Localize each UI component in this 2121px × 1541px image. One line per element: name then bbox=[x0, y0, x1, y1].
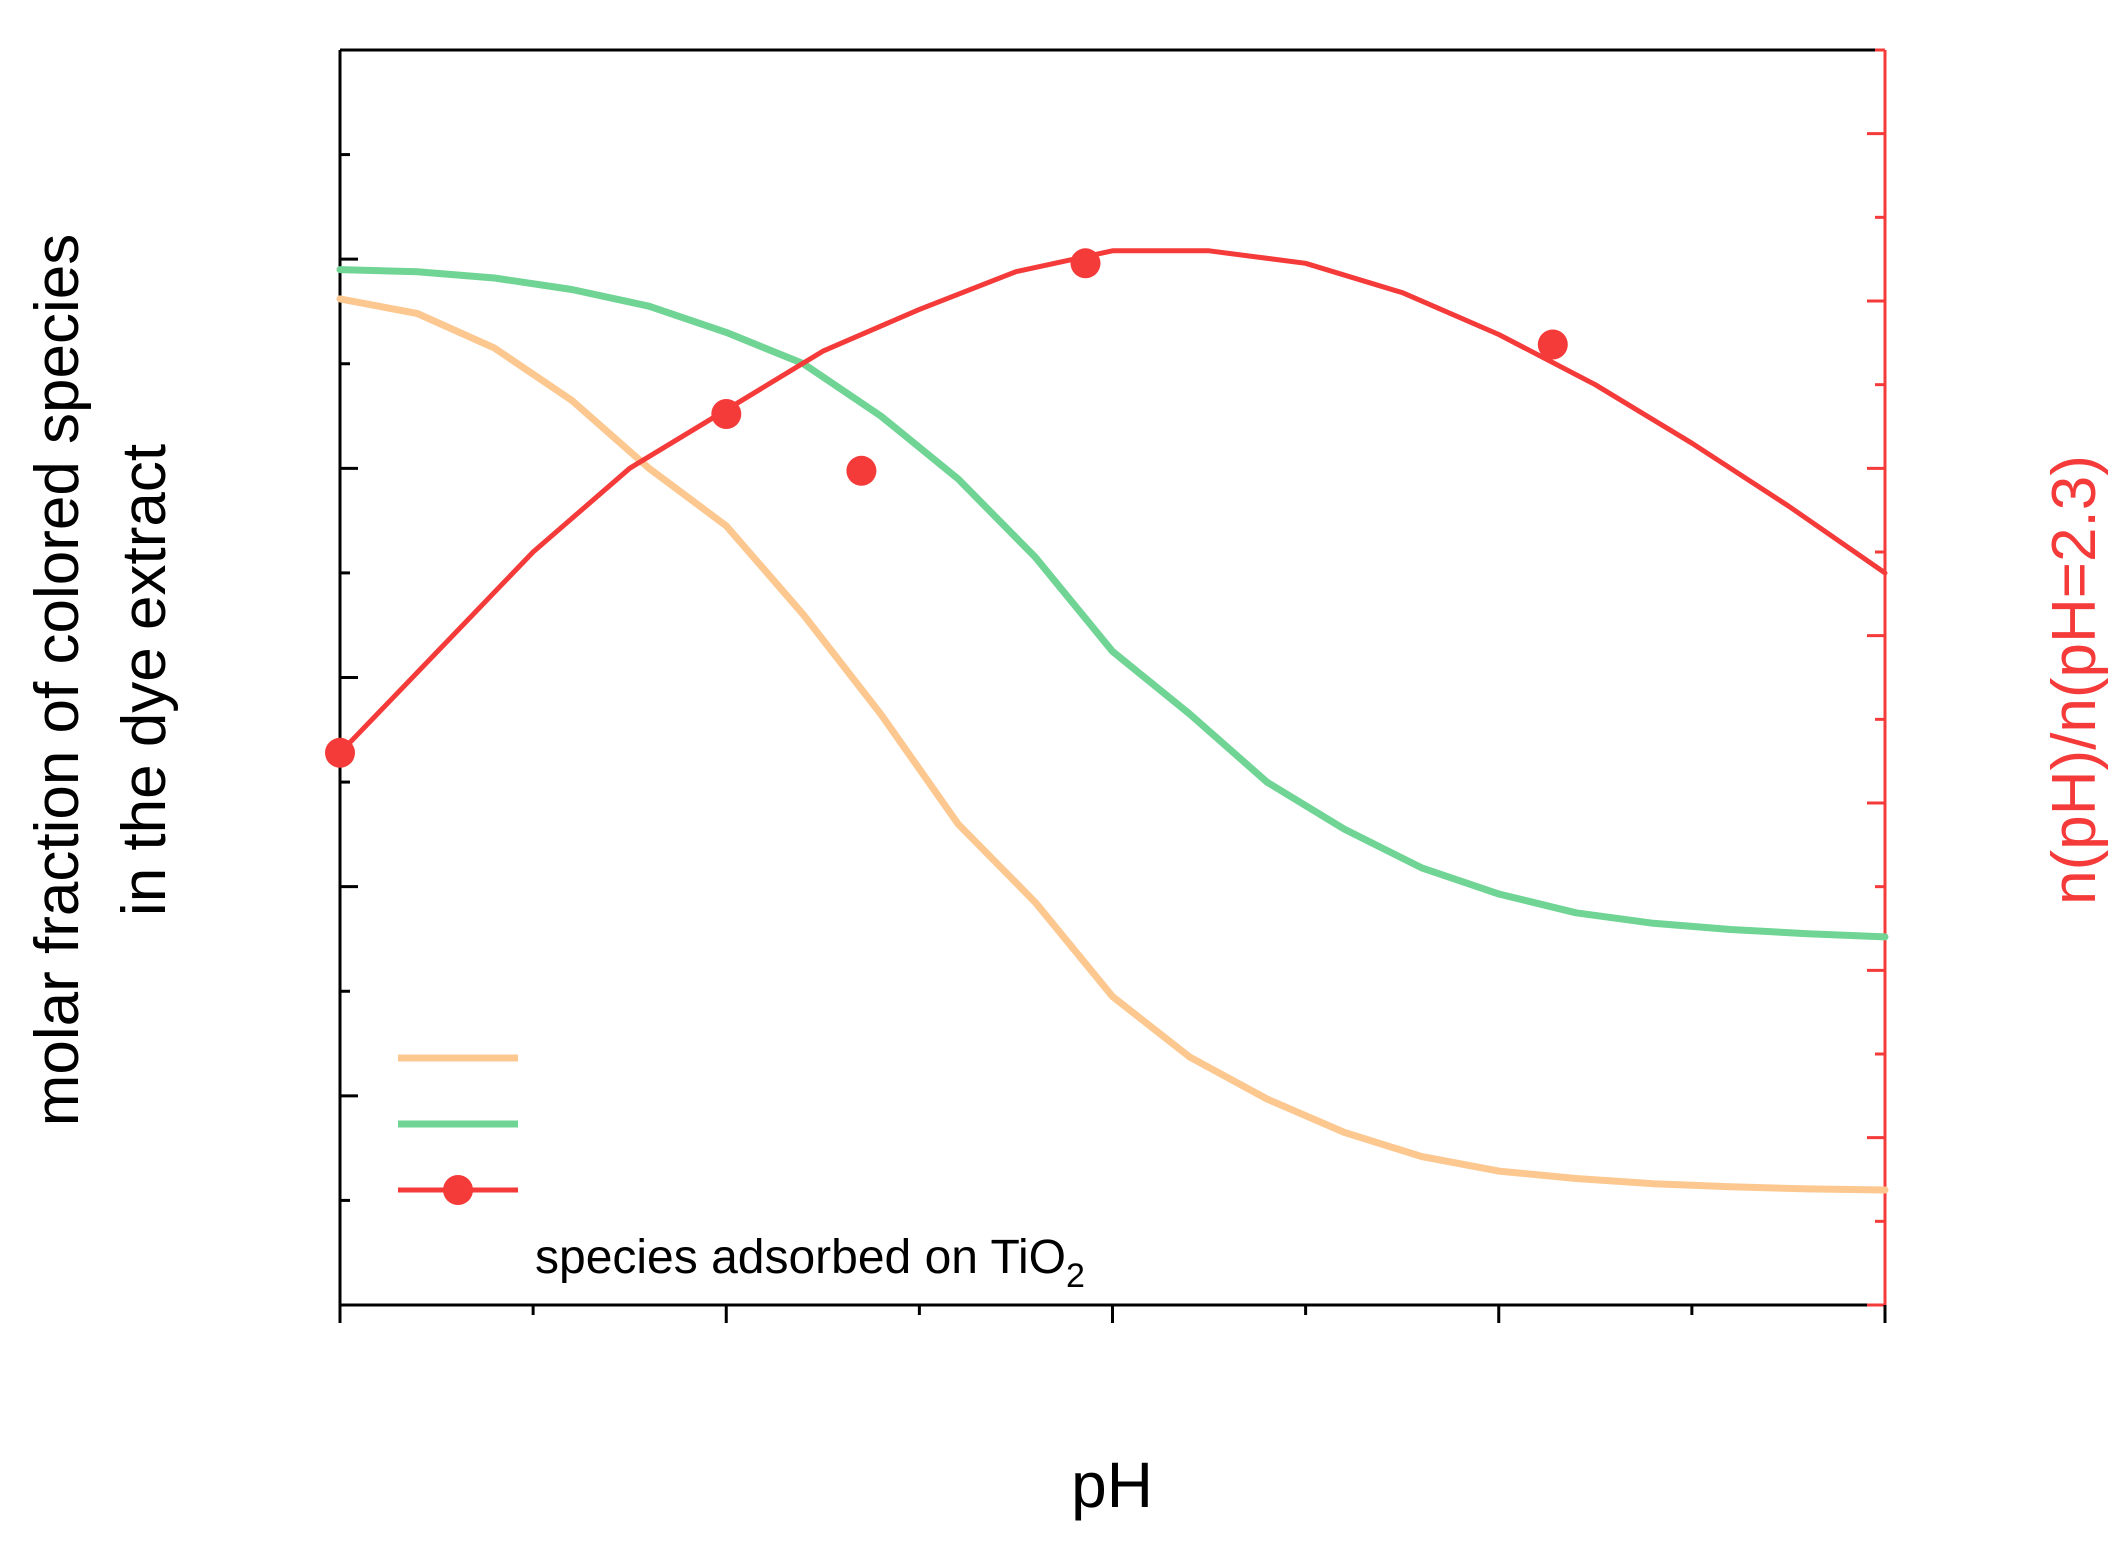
data-point-1 bbox=[711, 399, 742, 429]
legend-marker-total-amount bbox=[443, 1175, 473, 1205]
data-point-3 bbox=[1070, 248, 1101, 279]
series-fit-line-2 bbox=[337, 248, 1888, 756]
series-layer bbox=[325, 248, 1889, 1194]
y-axis-right-title: n(pH)/n(pH=2.3) bbox=[2040, 455, 2109, 905]
data-point-4 bbox=[1537, 329, 1568, 360]
y-axis-left-title-line-2: in the dye extract bbox=[110, 444, 179, 916]
legend-label-total-line-2-text: species adsorbed on TiO bbox=[535, 1231, 1066, 1284]
x-axis-title: pH bbox=[1071, 1449, 1153, 1521]
data-point-0 bbox=[325, 737, 355, 768]
y-axis-left-title-line-1: molar fraction of colored species bbox=[23, 234, 92, 1127]
legend: species adsorbed on TiO2 bbox=[398, 1054, 1085, 1295]
legend-label-total-line-2: species adsorbed on TiO2 bbox=[535, 1231, 1085, 1295]
series-line-0 bbox=[336, 295, 1889, 1194]
data-point-2 bbox=[846, 455, 877, 486]
legend-subscript-2: 2 bbox=[1066, 1257, 1085, 1295]
ticks-layer bbox=[338, 48, 1887, 1323]
series-line-1 bbox=[336, 266, 1889, 941]
plot-frame bbox=[338, 48, 1887, 1307]
